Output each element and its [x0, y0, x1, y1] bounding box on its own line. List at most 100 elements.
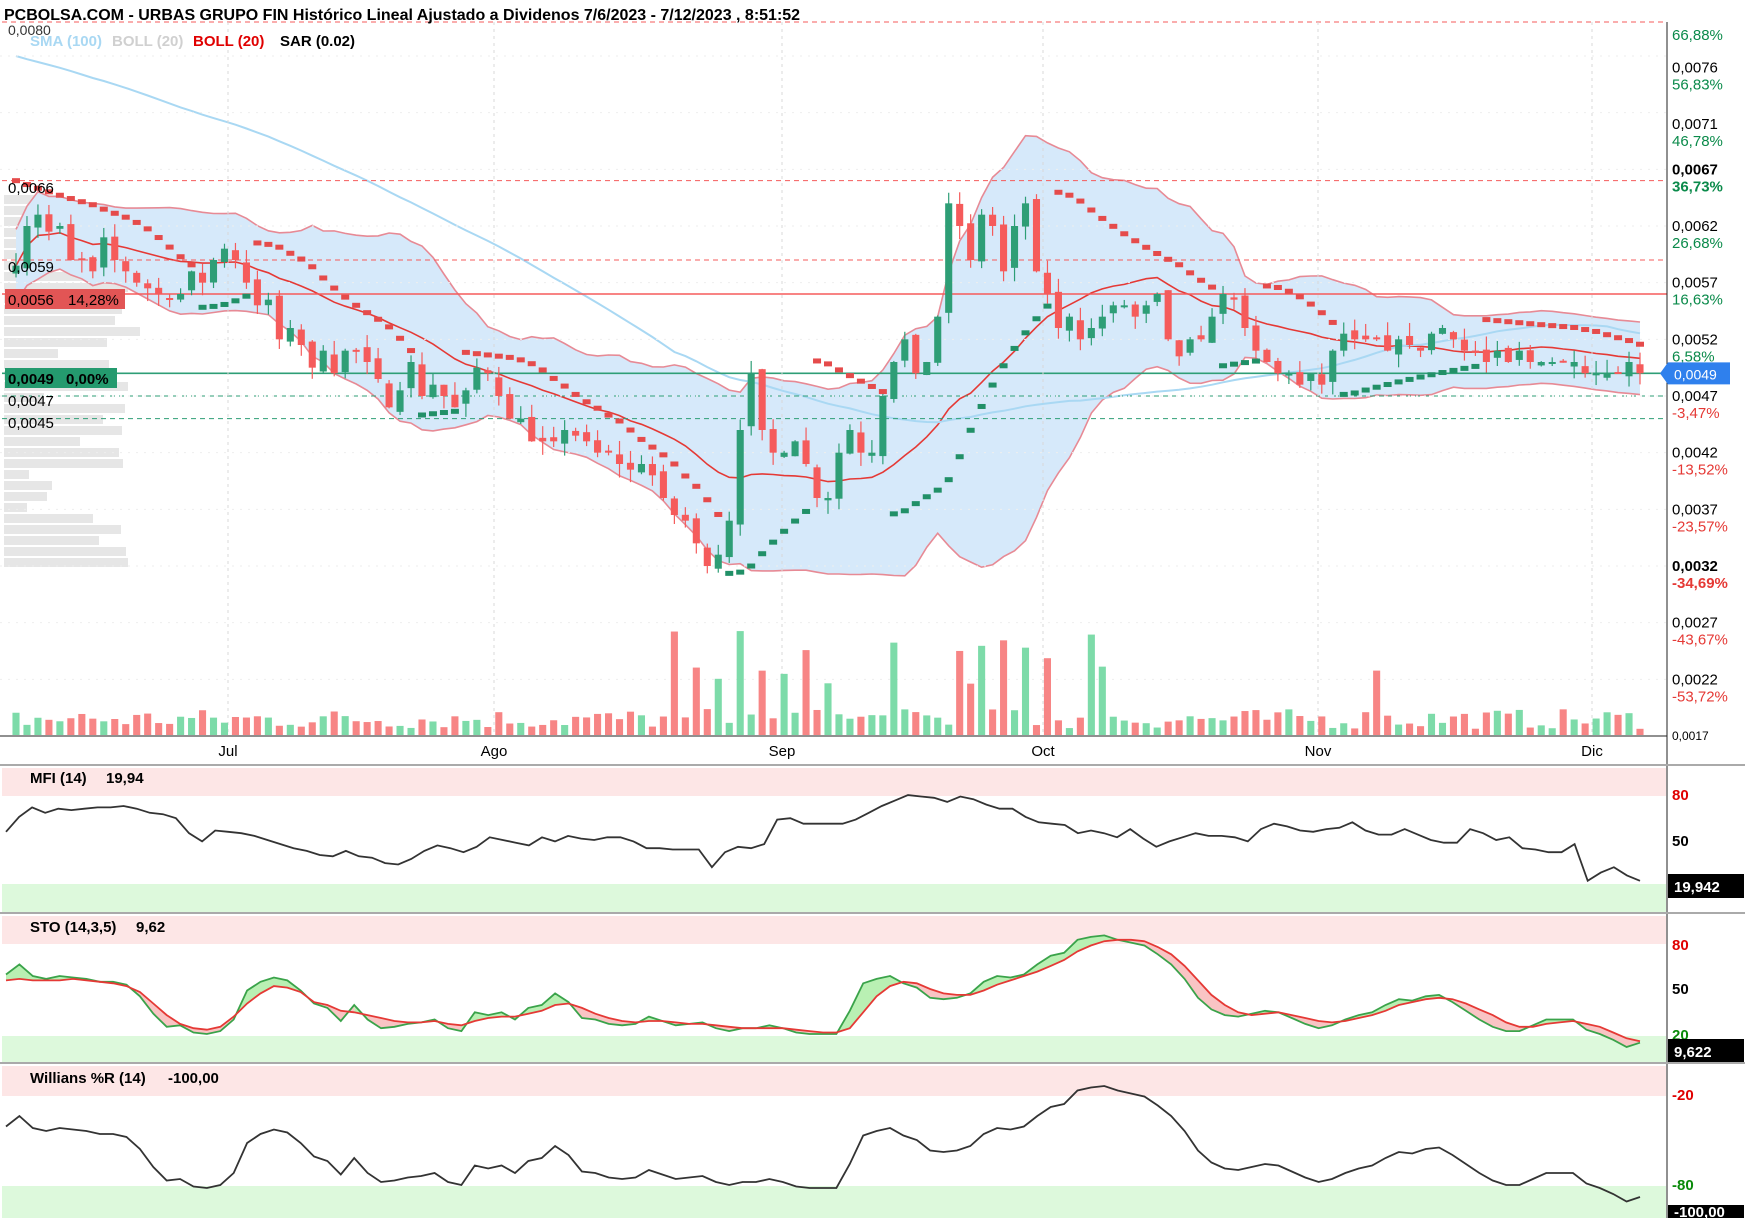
parabolic-sar — [12, 178, 1644, 576]
volume-bar — [1515, 709, 1523, 735]
candle-body — [144, 283, 152, 289]
sar-dot — [1471, 363, 1480, 369]
sar-dot — [867, 383, 876, 389]
candle-body — [824, 498, 832, 501]
volume-bar — [1087, 634, 1095, 735]
sar-dot — [363, 310, 372, 316]
candle-body — [1241, 295, 1249, 328]
volume-bar — [177, 716, 185, 735]
volume-bar — [1406, 723, 1414, 735]
volume-profile-bar — [4, 393, 44, 402]
candle-body — [1548, 362, 1556, 364]
candle-body — [1285, 373, 1293, 376]
candle-body — [604, 450, 613, 453]
sar-dot — [143, 226, 152, 232]
candle-body — [1482, 349, 1490, 362]
sar-dot — [154, 235, 163, 241]
candle-body — [407, 362, 415, 389]
sar-dot — [834, 367, 843, 373]
volume-bar — [758, 670, 766, 735]
volume-bar — [385, 726, 393, 735]
candle-body — [253, 279, 261, 306]
candle-body — [264, 299, 272, 306]
sar-dot — [1570, 324, 1579, 330]
indicator-legend: 0,0080 SMA (100) BOLL (20) BOLL (20) SAR… — [8, 22, 355, 50]
candle-body — [681, 514, 689, 521]
sar-dot — [242, 293, 251, 299]
candle-body — [1559, 360, 1567, 363]
candle-body — [1362, 335, 1370, 340]
volume-profile-bar — [4, 426, 122, 435]
sar-dot — [407, 348, 416, 354]
volume-bar — [23, 724, 31, 735]
candle-body — [648, 464, 656, 476]
candle-body — [111, 236, 119, 260]
candle-body — [1340, 333, 1348, 351]
price-tick-pct: -43,67% — [1672, 632, 1728, 649]
sar-dot — [231, 298, 240, 304]
volume-bar — [1186, 716, 1194, 735]
volume-profile-bar — [4, 272, 84, 281]
volume-bar — [1241, 711, 1249, 735]
candle-body — [23, 226, 31, 269]
volume-profile-bar — [4, 415, 103, 424]
sar-dot — [692, 483, 701, 489]
volume-bar — [967, 683, 975, 735]
volume-bar — [1252, 710, 1260, 735]
volume-bar — [1625, 713, 1633, 735]
sar-dot — [12, 178, 20, 184]
volume-bar — [1285, 709, 1293, 735]
volume-bar — [1373, 670, 1381, 735]
candle-body — [1076, 320, 1084, 340]
volume-bar — [506, 723, 514, 735]
sar-dot — [670, 461, 679, 467]
williams-tick-80: -80 — [1672, 1177, 1694, 1194]
candle-body — [1175, 340, 1183, 357]
candle-body — [1230, 297, 1238, 300]
volume-bar — [835, 714, 843, 735]
candle-body — [242, 262, 250, 283]
month-ago: Ago — [481, 743, 508, 760]
candle-body — [319, 350, 327, 372]
sar-dot — [1449, 367, 1458, 373]
sar-dot — [1208, 284, 1217, 290]
candle-body — [637, 464, 646, 473]
sar-dot — [1076, 198, 1085, 204]
sar-dot — [428, 411, 437, 417]
volume-profile-bar — [4, 558, 128, 567]
volume-bar — [45, 719, 53, 735]
volume-bar — [374, 721, 382, 735]
mfi-line — [5, 794, 1641, 883]
candle-body — [166, 298, 174, 301]
candle-body — [67, 224, 75, 260]
volume-bar — [550, 720, 558, 735]
sar-dot — [1131, 238, 1140, 244]
candle-body — [198, 272, 207, 283]
sar-dot — [374, 316, 383, 322]
volume-bar — [923, 715, 931, 735]
price-tick-label: 0,0042 — [1672, 445, 1718, 462]
candle-body — [879, 396, 887, 457]
volume-bar — [155, 723, 163, 735]
candle-body — [1614, 372, 1622, 375]
price-tick-pct: -13,52% — [1672, 462, 1728, 479]
candle-body — [890, 362, 898, 399]
candle-body — [1164, 290, 1172, 340]
volume-bar — [1131, 722, 1139, 735]
volume-bar — [659, 716, 667, 735]
month-nov: Nov — [1305, 743, 1332, 760]
volume-bar — [418, 719, 426, 735]
candle-body — [528, 416, 536, 442]
chart-title: PCBOLSA.COM - URBAS GRUPO FIN Histórico … — [4, 7, 800, 24]
sar-dot — [99, 206, 108, 212]
volume-bar — [1142, 723, 1150, 735]
sar-dot — [66, 196, 75, 202]
level-0047-label: 0,0047 — [8, 393, 54, 410]
volume-bar — [1329, 727, 1337, 735]
sar-dot — [1142, 244, 1151, 250]
sar-dot — [538, 367, 547, 373]
candle-body — [418, 364, 426, 396]
candle-body — [615, 454, 624, 464]
sar-dot — [714, 511, 723, 517]
sar-dot — [1109, 223, 1118, 229]
